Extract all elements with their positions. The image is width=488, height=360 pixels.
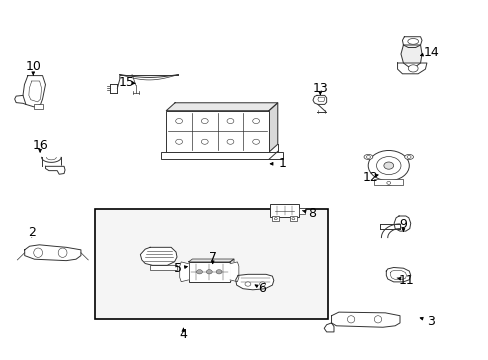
Circle shape bbox=[216, 270, 222, 274]
Polygon shape bbox=[331, 312, 399, 327]
Bar bbox=[289, 216, 296, 221]
Bar bbox=[269, 204, 299, 217]
Polygon shape bbox=[235, 274, 273, 290]
Polygon shape bbox=[166, 103, 277, 111]
Circle shape bbox=[175, 118, 182, 123]
Circle shape bbox=[274, 217, 277, 220]
Circle shape bbox=[407, 65, 417, 72]
Polygon shape bbox=[402, 37, 421, 48]
Circle shape bbox=[206, 270, 212, 274]
Polygon shape bbox=[15, 95, 26, 104]
Bar bbox=[188, 262, 229, 282]
Polygon shape bbox=[45, 166, 65, 174]
Ellipse shape bbox=[346, 316, 354, 323]
Text: 14: 14 bbox=[423, 46, 438, 59]
Polygon shape bbox=[381, 224, 399, 238]
Polygon shape bbox=[140, 247, 177, 265]
Polygon shape bbox=[380, 224, 399, 229]
Circle shape bbox=[226, 118, 233, 123]
Ellipse shape bbox=[363, 154, 372, 159]
Circle shape bbox=[291, 217, 294, 220]
Ellipse shape bbox=[34, 248, 42, 257]
Bar bbox=[272, 216, 279, 221]
Text: 2: 2 bbox=[28, 226, 36, 239]
Bar bbox=[299, 208, 305, 214]
Polygon shape bbox=[180, 262, 188, 282]
Circle shape bbox=[259, 282, 265, 286]
Polygon shape bbox=[23, 76, 45, 107]
Circle shape bbox=[196, 270, 202, 274]
Circle shape bbox=[376, 157, 400, 175]
Ellipse shape bbox=[407, 39, 418, 44]
Text: 11: 11 bbox=[398, 274, 414, 287]
Bar bbox=[161, 152, 282, 159]
Polygon shape bbox=[24, 245, 81, 261]
Bar bbox=[373, 179, 403, 185]
Bar bbox=[95, 209, 327, 319]
Polygon shape bbox=[397, 63, 426, 74]
Text: 13: 13 bbox=[312, 82, 327, 95]
Polygon shape bbox=[188, 259, 233, 262]
Circle shape bbox=[175, 139, 182, 144]
Text: 4: 4 bbox=[179, 328, 187, 341]
Polygon shape bbox=[229, 262, 238, 282]
Text: 1: 1 bbox=[278, 157, 285, 170]
Circle shape bbox=[366, 156, 369, 158]
Text: 6: 6 bbox=[257, 282, 265, 295]
Polygon shape bbox=[386, 267, 410, 282]
Text: 7: 7 bbox=[208, 251, 216, 264]
Ellipse shape bbox=[384, 180, 392, 185]
Circle shape bbox=[244, 282, 250, 286]
Text: 16: 16 bbox=[32, 139, 48, 152]
Polygon shape bbox=[393, 216, 410, 231]
Polygon shape bbox=[312, 95, 326, 104]
Circle shape bbox=[252, 139, 259, 144]
Text: 9: 9 bbox=[399, 219, 407, 231]
Polygon shape bbox=[229, 259, 233, 282]
Circle shape bbox=[367, 150, 408, 181]
Polygon shape bbox=[400, 45, 421, 67]
Bar bbox=[166, 111, 268, 152]
Text: 15: 15 bbox=[118, 76, 134, 89]
Polygon shape bbox=[268, 103, 277, 152]
Circle shape bbox=[226, 139, 233, 144]
Circle shape bbox=[407, 156, 410, 158]
Text: 8: 8 bbox=[307, 207, 315, 220]
Bar bbox=[150, 265, 177, 270]
Polygon shape bbox=[41, 157, 61, 162]
Circle shape bbox=[201, 118, 208, 123]
Text: 5: 5 bbox=[174, 262, 182, 275]
Text: 12: 12 bbox=[362, 171, 378, 184]
Polygon shape bbox=[324, 323, 333, 332]
Circle shape bbox=[386, 181, 390, 184]
Circle shape bbox=[252, 118, 259, 123]
Circle shape bbox=[383, 162, 393, 169]
Circle shape bbox=[201, 139, 208, 144]
Text: 10: 10 bbox=[25, 60, 41, 73]
Text: 3: 3 bbox=[427, 315, 434, 328]
Ellipse shape bbox=[374, 316, 381, 323]
Ellipse shape bbox=[404, 154, 413, 159]
Bar bbox=[34, 104, 43, 109]
Ellipse shape bbox=[58, 248, 67, 257]
